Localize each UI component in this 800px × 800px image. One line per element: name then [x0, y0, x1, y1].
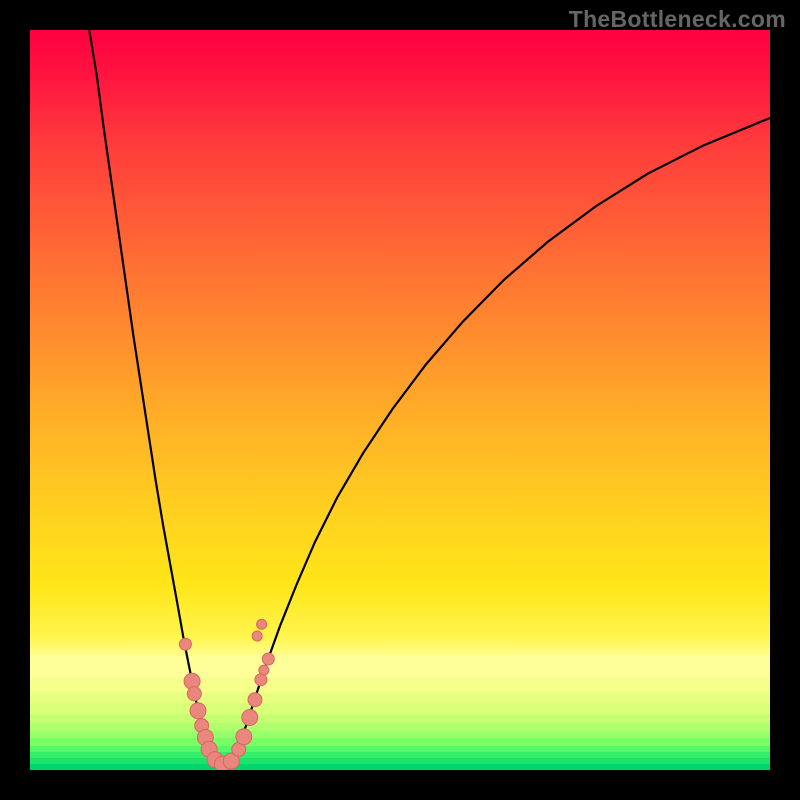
marker-dot — [187, 687, 201, 701]
curve-left-branch — [89, 30, 221, 764]
marker-dot — [248, 693, 262, 707]
marker-dot — [190, 703, 206, 719]
marker-dot — [236, 729, 252, 745]
marker-dot — [179, 638, 191, 650]
plot-area — [30, 30, 770, 770]
watermark-text: TheBottleneck.com — [569, 6, 786, 33]
curve-layer — [30, 30, 770, 770]
marker-dot — [257, 619, 267, 629]
marker-dot — [252, 631, 262, 641]
chart-frame: TheBottleneck.com — [0, 0, 800, 800]
marker-dot — [259, 665, 269, 675]
marker-dot — [242, 709, 258, 725]
marker-dot — [262, 653, 274, 665]
data-markers — [179, 619, 274, 770]
marker-dot — [255, 674, 267, 686]
curve-right-branch — [221, 115, 770, 764]
